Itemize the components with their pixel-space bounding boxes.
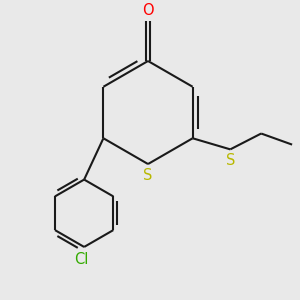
Text: S: S [226,152,235,167]
Text: Cl: Cl [74,252,88,267]
Text: O: O [142,3,154,18]
Text: S: S [143,168,153,183]
